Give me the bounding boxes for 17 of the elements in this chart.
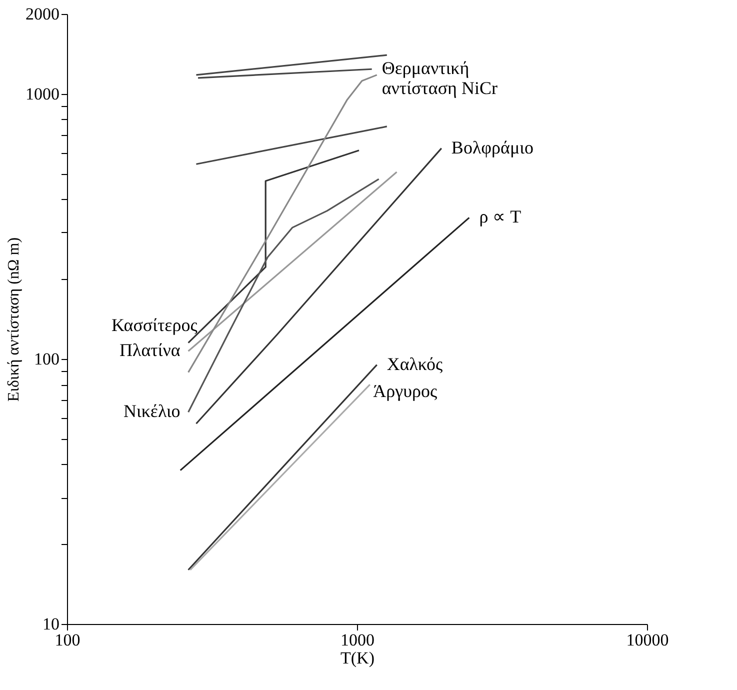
annotation: Βολφράμιο xyxy=(451,137,534,158)
y-axis-title: Ειδική αντίσταση (nΩ m) xyxy=(6,237,22,402)
y-tick-label: 2000 xyxy=(26,4,60,24)
annotation: ρ ∝ T xyxy=(479,206,522,227)
x-tick-label: 1000 xyxy=(340,630,374,650)
y-tick-label: 1000 xyxy=(26,84,60,104)
annotation: Κασσίτερος xyxy=(111,315,198,336)
y-tick-label: 100 xyxy=(34,349,60,368)
x-tick-label: 10000 xyxy=(626,630,669,650)
annotation: Νικέλιο xyxy=(123,401,180,422)
annotation: Πλατίνα xyxy=(119,340,181,360)
annotation: Χαλκός xyxy=(386,354,443,374)
x-tick-label: 100 xyxy=(54,630,80,650)
annotation: Άργυρος xyxy=(373,381,438,402)
y-tick-label: 10 xyxy=(42,614,60,634)
annotation: Θερμαντική αντίσταση NiCr xyxy=(382,58,498,98)
x-axis-title: T(K) xyxy=(340,648,374,668)
